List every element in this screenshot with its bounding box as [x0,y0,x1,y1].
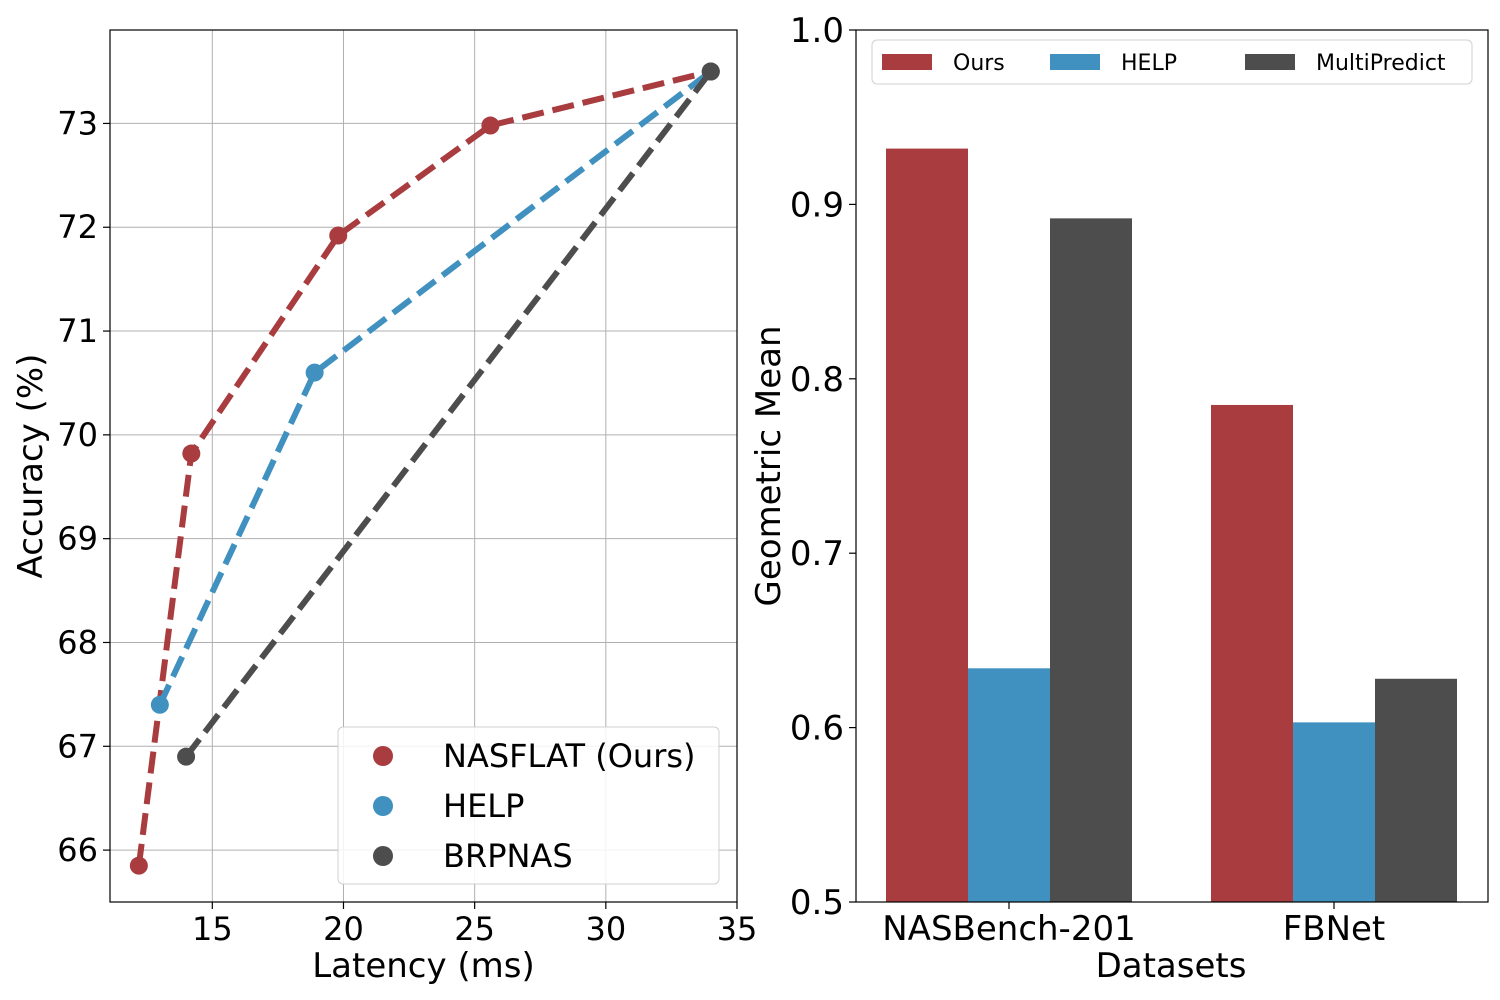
x-tick-label: FBNet [1283,909,1386,949]
data-point-nasflat-ours [329,226,348,245]
bar-multipredict-nasbench-201 [1050,218,1132,903]
bar-ours-nasbench-201 [886,148,968,903]
y-tick-label: 69 [57,520,98,558]
legend-label-brpnas: BRPNAS [443,837,573,875]
legend-label-help: HELP [443,787,524,825]
legend-marker-help [373,796,393,816]
legend-marker-multipredict [1245,54,1295,70]
data-point-help [305,363,324,382]
data-point-help [150,695,169,714]
latency-accuracy-chart: 15 20 25 30 35 66 67 68 69 70 71 72 73 Latency (ms) Ac… [11,29,758,986]
legend-label-nasflat-ours: NASFLAT (Ours) [443,737,696,775]
plot-frame [109,29,738,903]
legend-box [871,39,1473,85]
series-line-brpnas [183,69,714,759]
series-line-nasflat-ours [135,68,712,867]
y-tick-label: 67 [57,727,98,765]
legend-label-multipredict: MultiPredict [1316,51,1446,76]
data-point-nasflat-ours [182,444,201,463]
y-tick-label: 0.9 [790,185,844,225]
y-tick-label: 1.0 [790,11,844,51]
legend-label-help: HELP [1121,51,1177,76]
bar-help-fbnet [1293,722,1375,902]
y-tick-label: 72 [57,208,98,246]
y-axis-label: Geometric Mean [749,326,789,607]
y-tick-label: 0.5 [790,883,844,923]
legend: Ours HELP MultiPredict [871,39,1473,85]
x-tick-label: 20 [323,910,364,948]
data-point-nasflat-ours [481,116,500,135]
y-tick-label: 0.8 [790,360,844,400]
data-point-brpnas [177,747,196,766]
y-axis-label: Accuracy (%) [11,354,51,579]
x-axis-label: Latency (ms) [312,946,535,986]
series-line-help [157,69,713,707]
x-axis-label: Datasets [1096,946,1247,986]
legend-box [337,726,720,885]
y-tick-label: 0.7 [790,534,844,574]
x-tick-label: 15 [192,910,233,948]
legend-label-ours: Ours [953,51,1005,76]
bar-ours-fbnet [1211,404,1293,902]
bar-multipredict-fbnet [1375,678,1457,902]
data-point-brpnas [701,62,720,81]
plot-frame [855,29,1489,903]
x-tick-label: 35 [717,910,758,948]
y-tick-label: 73 [57,104,98,142]
legend-marker-ours [882,54,932,70]
y-tick-label: 70 [57,416,98,454]
y-tick-label: 0.6 [790,709,844,749]
y-tick-label: 68 [57,623,98,661]
legend: NASFLAT (Ours) HELP BRPNAS [337,726,720,885]
bar-help-nasbench-201 [968,668,1050,902]
geometric-mean-chart: NASBench-201 FBNet 0.5 0.6 0.7 0.8 0.9 1.0 Datas… [749,11,1489,986]
data-point-nasflat-ours [129,856,148,875]
x-tick-label: 30 [585,910,626,948]
y-tick-label: 71 [57,312,98,350]
x-tick-label: NASBench-201 [882,909,1135,949]
x-tick-label: 25 [454,910,495,948]
legend-marker-brpnas [373,846,393,866]
legend-marker-help [1050,54,1100,70]
legend-marker-nasflat-ours [373,746,393,766]
y-tick-label: 66 [57,831,98,869]
